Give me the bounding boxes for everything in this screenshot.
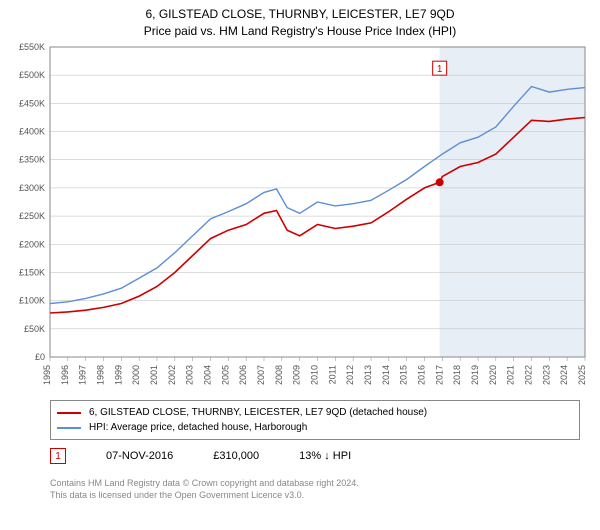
y-tick-label: £450K xyxy=(19,98,45,108)
y-tick-label: £150K xyxy=(19,267,45,277)
x-tick-label: 2005 xyxy=(220,365,230,385)
x-tick-label: 2011 xyxy=(327,365,337,384)
y-tick-label: £300K xyxy=(19,183,45,193)
x-tick-label: 1996 xyxy=(60,365,70,385)
legend-swatch xyxy=(57,412,81,414)
y-tick-label: £0 xyxy=(35,352,45,362)
marker-flag-label: 1 xyxy=(437,64,443,75)
x-tick-label: 2014 xyxy=(381,365,391,385)
title-line1: 6, GILSTEAD CLOSE, THURNBY, LEICESTER, L… xyxy=(0,6,600,23)
license-text: Contains HM Land Registry data © Crown c… xyxy=(50,478,359,501)
x-tick-label: 2017 xyxy=(434,365,444,385)
marker-flag-icon: 1 xyxy=(50,448,66,464)
license-line1: Contains HM Land Registry data © Crown c… xyxy=(50,478,359,490)
x-tick-label: 2015 xyxy=(399,365,409,385)
x-tick-label: 2024 xyxy=(559,365,569,385)
x-tick-label: 2012 xyxy=(345,365,355,385)
legend-label: HPI: Average price, detached house, Harb… xyxy=(89,422,307,433)
transaction-price: £310,000 xyxy=(213,450,259,462)
x-tick-label: 2020 xyxy=(488,365,498,385)
y-tick-label: £50K xyxy=(24,324,45,334)
legend: 6, GILSTEAD CLOSE, THURNBY, LEICESTER, L… xyxy=(50,400,580,440)
x-tick-label: 1999 xyxy=(113,365,123,385)
x-tick-label: 2008 xyxy=(274,365,284,385)
chart-title: 6, GILSTEAD CLOSE, THURNBY, LEICESTER, L… xyxy=(0,0,600,40)
x-tick-label: 2001 xyxy=(149,365,159,385)
x-tick-label: 2010 xyxy=(310,365,320,385)
forecast-shade xyxy=(440,47,585,357)
x-tick-label: 2004 xyxy=(203,365,213,385)
x-tick-label: 2018 xyxy=(452,365,462,385)
marker-dot xyxy=(436,178,444,186)
x-tick-label: 2016 xyxy=(417,365,427,385)
x-tick-label: 2023 xyxy=(541,365,551,385)
license-line2: This data is licensed under the Open Gov… xyxy=(50,490,359,502)
transaction-footer: 1 07-NOV-2016 £310,000 13% ↓ HPI xyxy=(50,448,351,464)
x-tick-label: 2002 xyxy=(167,365,177,385)
x-tick-label: 2000 xyxy=(131,365,141,385)
x-tick-label: 2022 xyxy=(524,365,534,385)
x-tick-label: 1998 xyxy=(96,365,106,385)
title-line2: Price paid vs. HM Land Registry's House … xyxy=(0,23,600,40)
y-tick-label: £500K xyxy=(19,70,45,80)
x-tick-label: 2013 xyxy=(363,365,373,385)
chart-area: £0 £50K £100K £150K £200K £250K £300K £350K £400… xyxy=(0,42,600,392)
y-tick-label: £200K xyxy=(19,239,45,249)
legend-swatch xyxy=(57,427,81,429)
x-tick-label: 1995 xyxy=(42,365,52,385)
legend-row: 6, GILSTEAD CLOSE, THURNBY, LEICESTER, L… xyxy=(57,405,573,420)
legend-label: 6, GILSTEAD CLOSE, THURNBY, LEICESTER, L… xyxy=(89,407,427,418)
x-tick-label: 2006 xyxy=(238,365,248,385)
y-tick-label: £400K xyxy=(19,127,45,137)
x-tick-label: 1997 xyxy=(78,365,88,385)
transaction-delta: 13% ↓ HPI xyxy=(299,450,351,462)
x-tick-label: 2009 xyxy=(292,365,302,385)
y-tick-label: £100K xyxy=(19,296,45,306)
y-tick-label: £350K xyxy=(19,155,45,165)
x-tick-label: 2007 xyxy=(256,365,266,385)
y-tick-label: £550K xyxy=(19,42,45,52)
x-tick-label: 2025 xyxy=(577,365,587,385)
x-tick-label: 2019 xyxy=(470,365,480,385)
transaction-date: 07-NOV-2016 xyxy=(106,450,173,462)
x-tick-label: 2021 xyxy=(506,365,516,385)
x-tick-label: 2003 xyxy=(185,365,195,385)
legend-row: HPI: Average price, detached house, Harb… xyxy=(57,420,573,435)
y-tick-label: £250K xyxy=(19,211,45,221)
